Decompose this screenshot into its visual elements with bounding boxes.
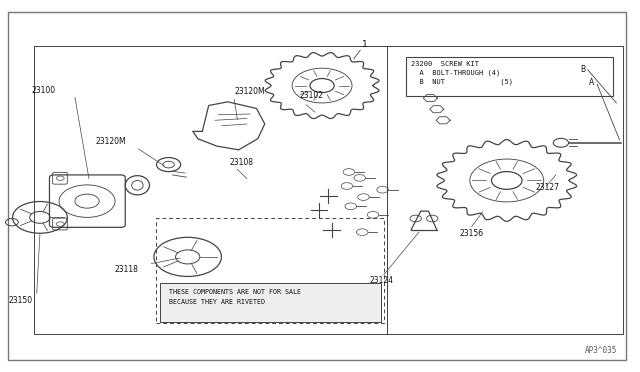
- Text: 23124: 23124: [370, 276, 394, 285]
- Text: 23200  SCREW KIT: 23200 SCREW KIT: [412, 61, 479, 67]
- Bar: [406, 57, 613, 96]
- Text: A  BOLT-THROUGH (4): A BOLT-THROUGH (4): [412, 70, 500, 76]
- Text: 23156: 23156: [459, 230, 483, 238]
- Bar: [159, 283, 381, 322]
- Text: 23100: 23100: [32, 86, 56, 94]
- Text: 23108: 23108: [230, 157, 253, 167]
- Text: BECAUSE THEY ARE RIVETED: BECAUSE THEY ARE RIVETED: [168, 299, 264, 305]
- Text: 23120M: 23120M: [95, 137, 126, 146]
- Text: 23150: 23150: [8, 296, 32, 305]
- Text: THESE COMPONENTS ARE NOT FOR SALE: THESE COMPONENTS ARE NOT FOR SALE: [168, 289, 301, 295]
- Text: 1: 1: [362, 41, 368, 49]
- Text: 23102: 23102: [300, 91, 324, 100]
- Text: B  NUT             (5): B NUT (5): [412, 78, 513, 85]
- Text: 23118: 23118: [115, 264, 139, 273]
- Text: 23120M: 23120M: [234, 87, 265, 96]
- Text: B: B: [580, 65, 585, 74]
- Text: 23127: 23127: [536, 183, 559, 192]
- Text: AP3^035: AP3^035: [584, 346, 617, 355]
- Text: A: A: [589, 78, 594, 87]
